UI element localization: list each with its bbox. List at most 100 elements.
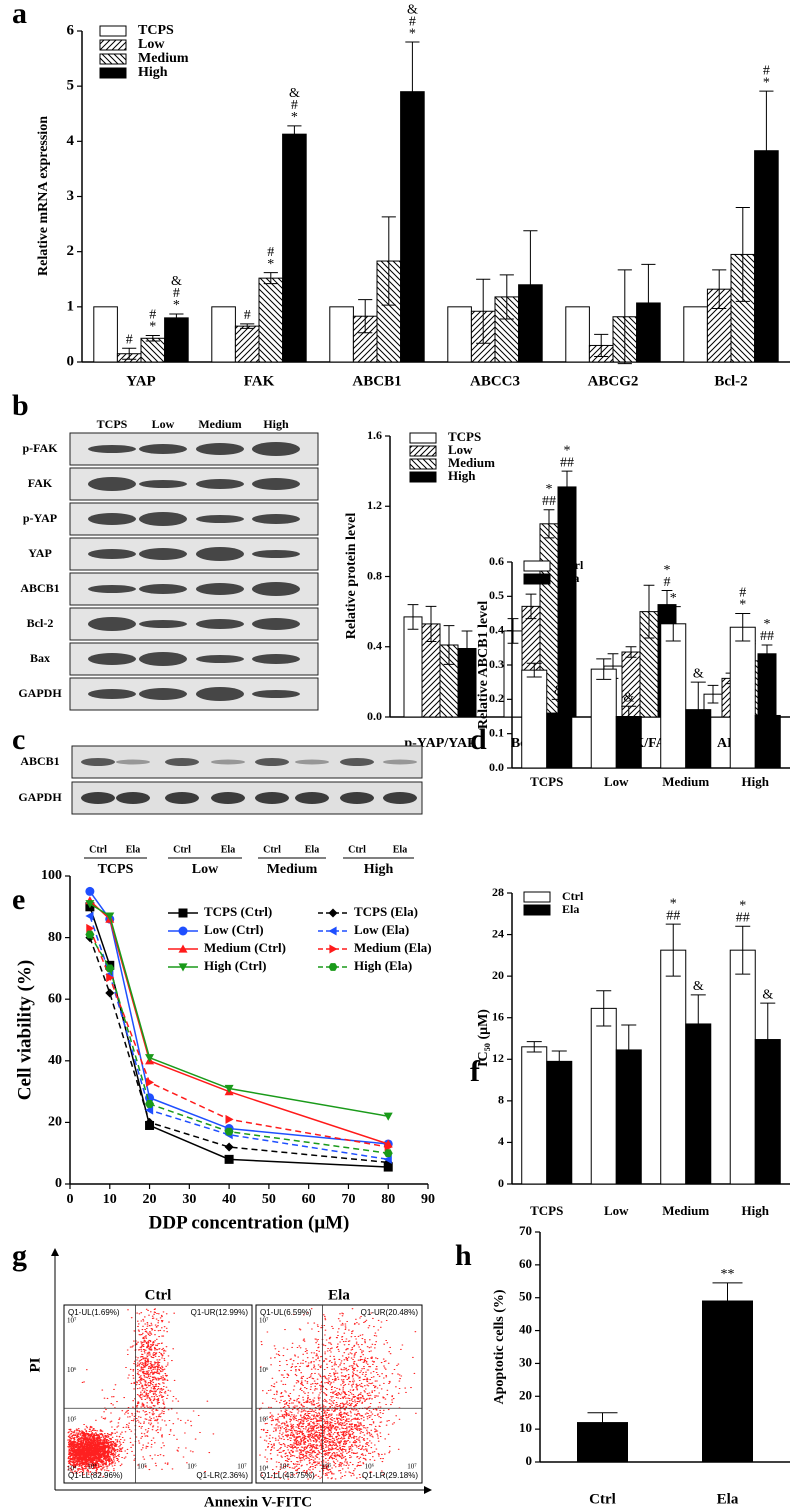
legend-marker [328,908,338,918]
quadrant-label: Q1-UL(1.69%) [68,1308,120,1317]
flow-y-tick-label: 10⁴ [259,1465,269,1473]
lane-label: Ela [126,844,140,855]
blot-band [88,689,136,699]
bar [590,668,617,769]
legend-swatch [99,39,127,51]
point [383,1154,392,1164]
bar [403,616,423,718]
legend-label: Medium (Ela) [354,940,432,955]
significance-mark: & [289,86,300,101]
error-bar [407,604,419,630]
legend-marker [178,963,188,972]
error-bar [405,41,420,142]
bar [577,1422,628,1463]
blot-band [196,515,244,523]
point [383,1162,393,1172]
group-label: Low [192,862,219,877]
blot-band [255,792,289,804]
y-tick-label: 4 [67,133,75,149]
flow-y-tick-label: 10⁵ [259,1415,269,1423]
blot-band [88,617,136,631]
significance-mark: & [554,684,565,699]
legend-swatch [409,432,437,444]
group-label: TCPS [98,862,134,877]
blot-band [196,687,244,701]
error-bar [551,1050,567,1073]
bar [557,486,577,718]
flow-events [67,1308,215,1477]
x-tick-label: ABCG2 [588,373,639,389]
point [224,1127,234,1136]
legend-label: Ela [562,902,579,916]
y-tick-label: 0.4 [367,639,382,653]
blot-band [81,758,115,766]
error-bar [499,274,514,320]
point [106,973,115,983]
x-tick-label: YAP [126,373,155,389]
significance-mark: ** [721,1267,735,1282]
error-bar [665,923,681,977]
significance-mark: * [739,898,746,913]
significance-mark: & [171,274,182,289]
significance-mark: * [670,896,677,911]
error-bar [525,593,537,620]
legend-label: TCPS (Ela) [354,904,418,919]
x-axis-label: DDP concentration (μM) [149,1212,350,1233]
y-tick-label: 80 [48,930,62,945]
blot-band [252,514,300,524]
x-tick-label: 20 [143,1192,157,1207]
x-tick-label: 80 [381,1192,395,1207]
y-tick-label: 28 [492,885,504,899]
quadrant-label: Q1-LL(82.96%) [68,1471,123,1480]
y-tick-label: 40 [519,1322,532,1337]
y-tick-label: 12 [492,1051,504,1065]
panel-letter: b [12,389,29,422]
blot-row-label: p-YAP [23,511,57,525]
error-bar [523,230,538,340]
significance-mark: & [623,690,634,705]
blot-band [88,585,136,593]
y-tick-label: 20 [48,1115,62,1130]
error-bar [551,698,567,728]
y-axis-label: Cell viability (%) [14,960,35,1100]
y-tick-label: 1.6 [367,428,382,442]
legend-label: Medium [448,455,495,470]
x-tick-label: Medium [662,1203,709,1218]
y-tick-label: 0.0 [489,760,504,774]
y-tick-label: 4 [498,1134,504,1148]
y-tick-label: 5 [67,78,75,94]
blot-band [116,792,150,804]
significance-mark: # [291,98,298,113]
error-bar [358,299,373,334]
point [86,923,95,933]
point [85,900,95,909]
error-bar [617,269,632,365]
significance-mark: * [670,591,677,606]
legend-label: TCPS [138,23,174,38]
significance-mark: ## [542,494,556,509]
group-label: Medium [267,862,318,877]
y-tick-label: 0.6 [489,554,504,568]
significance-mark: * [291,110,298,125]
blot-row-label: ABCB1 [20,581,59,595]
legend-label: Ctrl [562,558,584,572]
error-bar [641,263,656,343]
significance-mark: * [763,75,770,90]
x-tick-label: TCPS [530,774,563,789]
blot-band [165,792,199,804]
lane-label: Ela [305,844,319,855]
error-bar [690,681,706,738]
legend-marker [178,944,188,953]
x-tick-label: ABCC3 [470,373,520,389]
bar [521,669,548,769]
point [383,1149,393,1158]
legend-swatch [523,573,551,585]
y-tick-label: 0.1 [489,725,504,739]
significance-mark: * [564,443,571,458]
significance-mark: * [149,320,156,335]
legend-swatch [409,471,437,483]
blot-band [211,792,245,804]
error-bar [526,1041,542,1053]
legend-label: Low [448,442,473,457]
point [85,930,95,939]
